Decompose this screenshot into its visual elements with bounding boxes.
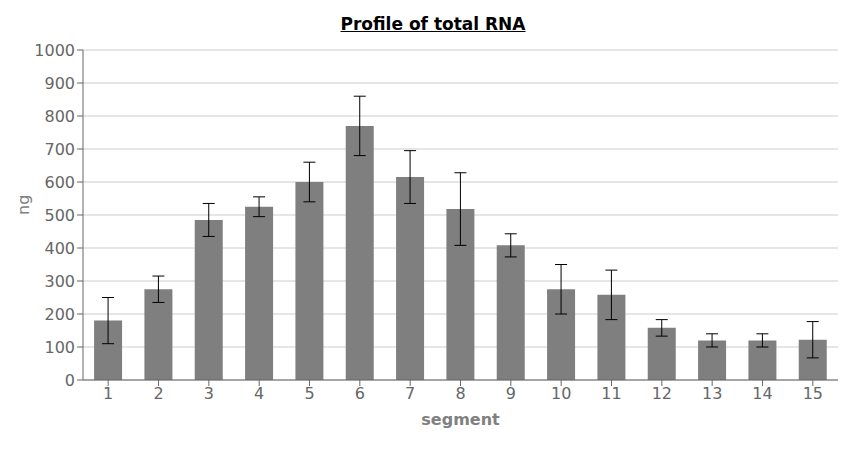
svg-text:1: 1 <box>103 384 113 403</box>
svg-text:100: 100 <box>44 338 75 357</box>
svg-text:14: 14 <box>752 384 772 403</box>
svg-text:2: 2 <box>153 384 163 403</box>
svg-text:4: 4 <box>254 384 264 403</box>
svg-text:5: 5 <box>304 384 314 403</box>
svg-text:8: 8 <box>455 384 465 403</box>
svg-text:0: 0 <box>65 371 75 390</box>
svg-text:200: 200 <box>44 305 75 324</box>
svg-text:ng: ng <box>14 195 33 215</box>
svg-text:11: 11 <box>601 384 621 403</box>
svg-text:15: 15 <box>803 384 823 403</box>
html-text:Profile of total RNA: Profile of total RNA <box>340 14 526 34</box>
svg-text:800: 800 <box>44 107 75 126</box>
svg-text:6: 6 <box>355 384 365 403</box>
svg-text:3: 3 <box>204 384 214 403</box>
svg-text:9: 9 <box>506 384 516 403</box>
svg-text:900: 900 <box>44 74 75 93</box>
svg-text:700: 700 <box>44 140 75 159</box>
svg-text:7: 7 <box>405 384 415 403</box>
svg-text:10: 10 <box>551 384 571 403</box>
svg-text:13: 13 <box>702 384 722 403</box>
svg-text:500: 500 <box>44 206 75 225</box>
svg-text:segment: segment <box>421 410 500 429</box>
svg-text:1000: 1000 <box>34 41 75 60</box>
svg-text:600: 600 <box>44 173 75 192</box>
svg-text:300: 300 <box>44 272 75 291</box>
svg-text:12: 12 <box>652 384 672 403</box>
svg-text:400: 400 <box>44 239 75 258</box>
